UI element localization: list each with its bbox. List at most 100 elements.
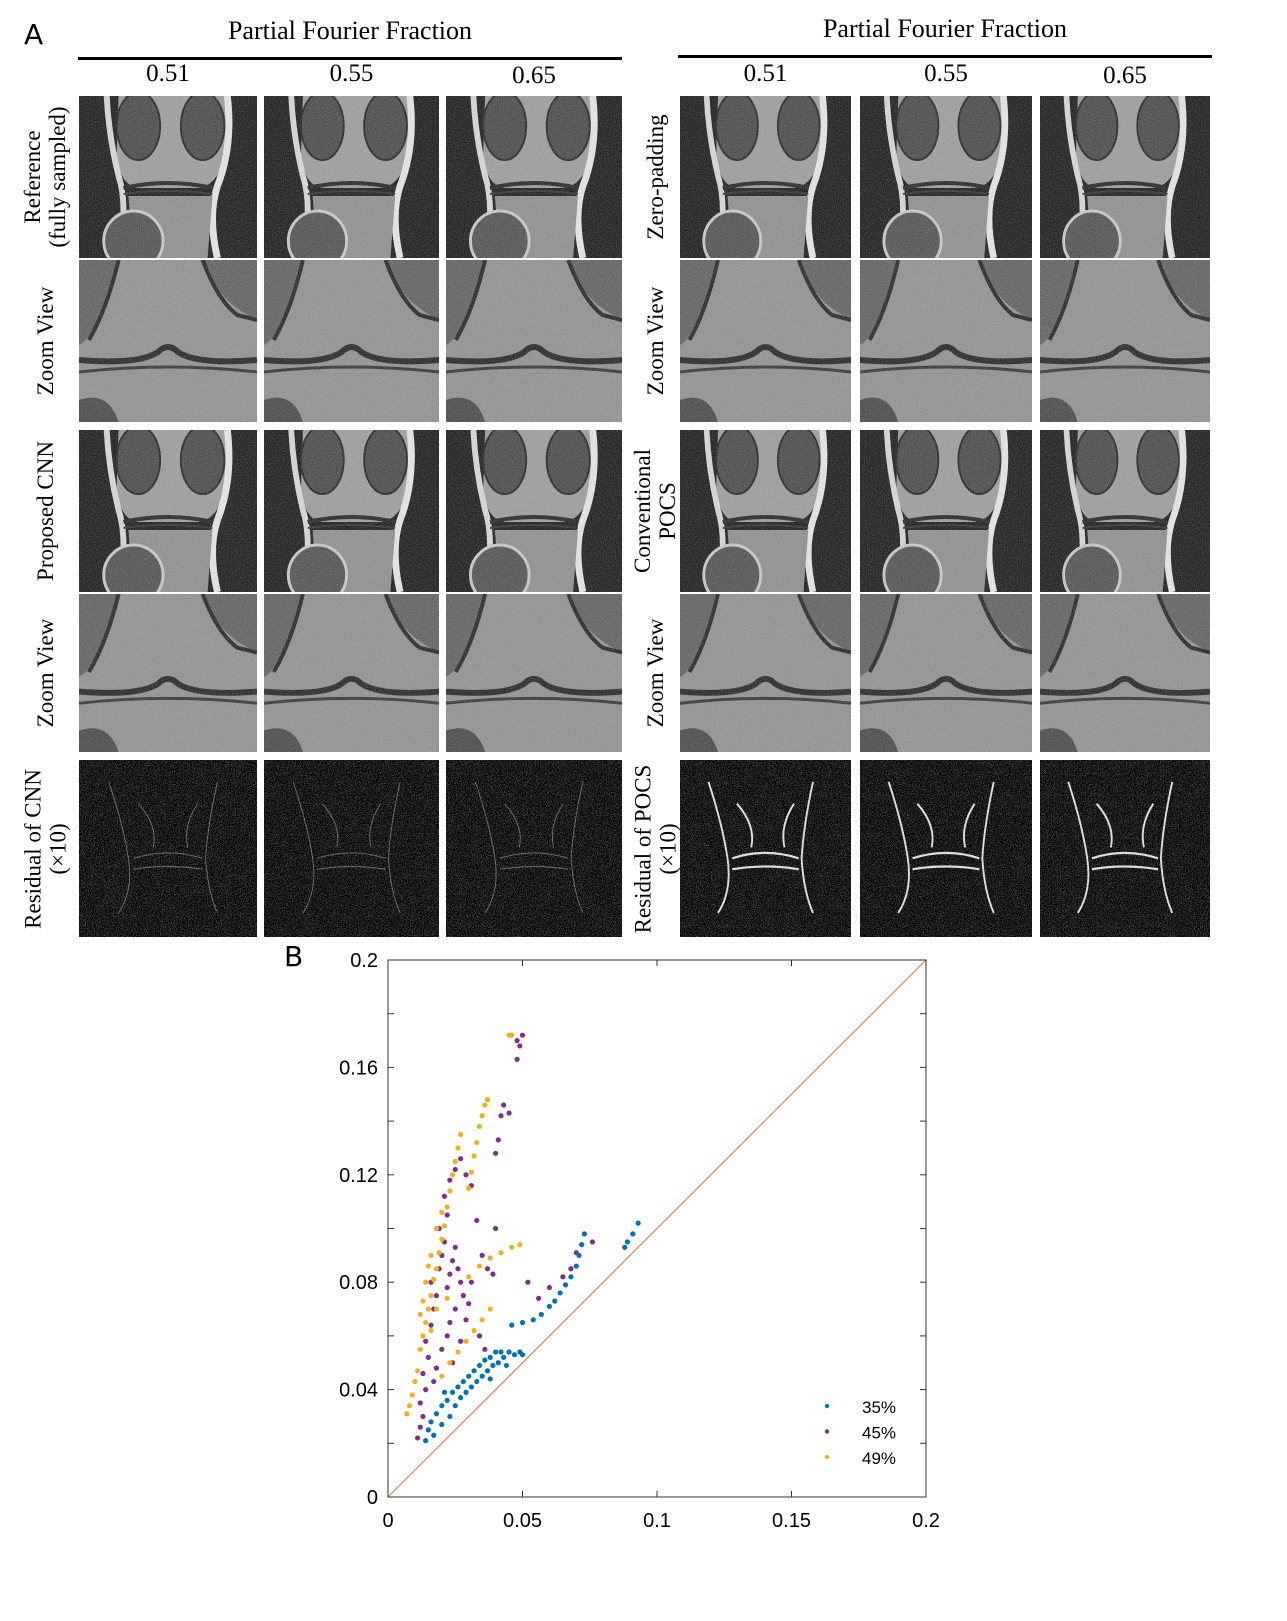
point-45%	[452, 1306, 458, 1312]
left-image-zoom-3-2	[446, 594, 622, 752]
point-49%	[433, 1225, 440, 1232]
left-row-label-3: Zoom View	[17, 584, 73, 762]
point-45%	[433, 1293, 440, 1299]
right-fraction-label-1: 0.55	[924, 60, 968, 87]
point-45%	[495, 1137, 501, 1143]
point-45%	[506, 1110, 512, 1116]
point-49%	[428, 1252, 434, 1258]
point-49%	[476, 1123, 483, 1130]
point-35%	[425, 1427, 431, 1433]
point-45%	[560, 1274, 566, 1280]
x-tick-label: 0.1	[643, 1510, 671, 1532]
point-49%	[476, 1263, 483, 1269]
point-35%	[498, 1349, 504, 1355]
point-49%	[439, 1373, 445, 1379]
left-fraction-label-0: 0.51	[146, 60, 190, 87]
left-image-residual-cnn-4-0	[79, 760, 257, 937]
point-35%	[474, 1378, 480, 1385]
right-image-mri-0-2	[1040, 96, 1210, 258]
y-tick-label: 0	[367, 1487, 378, 1509]
point-35%	[423, 1438, 429, 1444]
y-tick-label: 0.04	[339, 1380, 378, 1402]
point-45%	[423, 1338, 429, 1344]
point-45%	[519, 1032, 526, 1038]
point-45%	[444, 1284, 450, 1291]
right-group-title: Partial Fourier Fraction	[822, 14, 1068, 43]
point-35%	[622, 1244, 628, 1250]
point-49%	[428, 1293, 434, 1299]
point-45%	[431, 1378, 437, 1385]
point-45%	[546, 1284, 552, 1291]
right-group-rule	[678, 55, 1212, 58]
point-35%	[466, 1373, 472, 1379]
point-35%	[493, 1349, 499, 1355]
point-35%	[455, 1384, 461, 1390]
point-45%	[482, 1346, 488, 1352]
left-image-zoom-1-0	[79, 260, 257, 422]
point-35%	[458, 1395, 464, 1401]
point-49%	[425, 1306, 431, 1312]
right-row-label-2: Conventional POCS	[627, 420, 683, 602]
row-label-line: Zero-padding	[642, 114, 668, 240]
point-45%	[458, 1338, 464, 1344]
point-49%	[487, 1255, 493, 1261]
row-label-line: (×10)	[45, 822, 70, 875]
point-49%	[431, 1276, 437, 1283]
point-49%	[423, 1319, 429, 1326]
x-tick-label: 0.05	[503, 1510, 542, 1532]
point-45%	[525, 1279, 531, 1285]
row-label-line: POCS	[655, 482, 680, 540]
point-35%	[476, 1362, 483, 1369]
right-image-mri-2-2	[1040, 430, 1210, 592]
point-45%	[455, 1266, 461, 1272]
point-35%	[562, 1282, 569, 1288]
point-45%	[479, 1252, 485, 1258]
point-35%	[579, 1242, 585, 1248]
point-49%	[484, 1097, 491, 1103]
point-35%	[557, 1290, 563, 1296]
point-49%	[468, 1169, 474, 1175]
row-label-line: Zoom View	[32, 618, 58, 728]
point-49%	[482, 1102, 488, 1108]
left-image-zoom-3-1	[264, 594, 439, 752]
left-image-mri-0-0	[79, 96, 257, 258]
y-tick-label: 0.12	[339, 1165, 378, 1187]
point-49%	[479, 1113, 485, 1119]
point-49%	[404, 1411, 410, 1417]
point-45%	[425, 1354, 431, 1360]
point-49%	[406, 1403, 413, 1409]
point-49%	[439, 1209, 445, 1215]
point-35%	[506, 1349, 512, 1355]
left-group-title: Partial Fourier Fraction	[227, 16, 473, 45]
point-49%	[417, 1346, 423, 1352]
point-35%	[441, 1389, 448, 1395]
point-49%	[447, 1360, 453, 1366]
panel-b-letter: B	[284, 940, 304, 973]
point-49%	[509, 1032, 515, 1038]
point-35%	[460, 1378, 466, 1385]
row-label-line: Zoom View	[642, 286, 668, 396]
left-image-residual-cnn-4-1	[264, 760, 439, 937]
point-45%	[433, 1365, 440, 1371]
point-35%	[581, 1231, 587, 1237]
point-35%	[431, 1432, 437, 1438]
left-image-mri-0-1	[264, 96, 439, 258]
point-45%	[517, 1043, 523, 1049]
point-45%	[493, 1225, 499, 1232]
point-35%	[439, 1403, 445, 1409]
point-49%	[428, 1327, 434, 1334]
y-tick-label: 0.2	[350, 950, 378, 972]
point-45%	[476, 1333, 483, 1339]
point-49%	[449, 1172, 456, 1178]
point-49%	[487, 1306, 493, 1312]
row-label-line: Zoom View	[642, 618, 668, 728]
point-35%	[490, 1362, 496, 1369]
point-49%	[441, 1223, 448, 1229]
right-fraction-label-0: 0.51	[743, 60, 788, 87]
point-45%	[439, 1346, 445, 1352]
point-45%	[417, 1424, 423, 1430]
point-35%	[509, 1322, 515, 1328]
point-35%	[439, 1421, 445, 1428]
x-tick-label: 0.2	[912, 1510, 940, 1532]
